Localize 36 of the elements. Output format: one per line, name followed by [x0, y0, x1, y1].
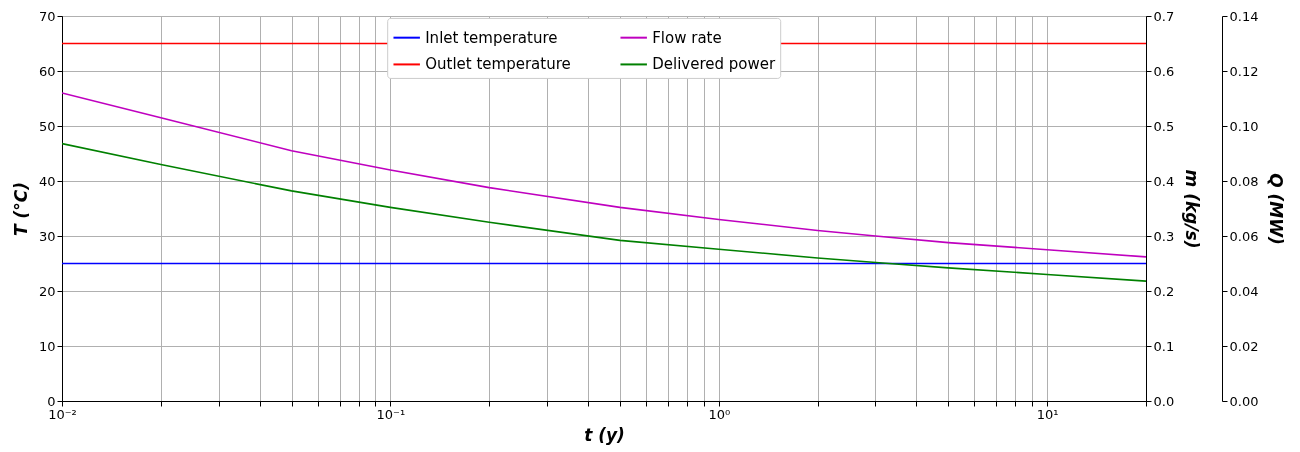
- y2-tick-label: 0.2: [1153, 283, 1175, 299]
- y-tick-label: 30: [38, 228, 56, 244]
- y-axis-title: T (°C): [10, 181, 31, 237]
- x-axis-title: t (y): [584, 424, 625, 445]
- y3-axis-title: Q (MW): [1266, 173, 1287, 245]
- y2-tick-label: 0.5: [1153, 118, 1175, 134]
- y3-tick-label: 0.04: [1229, 283, 1259, 299]
- y2-tick-label: 0.7: [1153, 8, 1175, 24]
- x-tick-label: 10⁻¹: [376, 406, 406, 422]
- y-tick-label: 40: [38, 173, 56, 189]
- y3-tick-label: 0.06: [1229, 228, 1259, 244]
- legend-label: Delivered power: [652, 55, 776, 74]
- y-tick-label: 0: [47, 393, 56, 409]
- y-tick-label: 50: [38, 118, 56, 134]
- y3-tick-label: 0.02: [1229, 338, 1259, 354]
- y3-tick-label: 0.08: [1229, 173, 1259, 189]
- y3-tick-label: 0.10: [1229, 118, 1259, 134]
- legend-label: Flow rate: [652, 28, 722, 47]
- x-tick-label: 10¹: [1036, 406, 1059, 422]
- y-tick-label: 20: [38, 283, 56, 299]
- y2-tick-label: 0.0: [1153, 393, 1175, 409]
- legend-label: Outlet temperature: [425, 55, 571, 74]
- x-tick-label: 10⁻²: [48, 406, 77, 422]
- y3-tick-label: 0.14: [1229, 8, 1259, 24]
- y2-tick-label: 0.1: [1153, 338, 1175, 354]
- y3-tick-label: 0.12: [1229, 63, 1259, 79]
- y3-tick-label: 0.00: [1229, 393, 1259, 409]
- y2-axis-title: m (kg/s): [1182, 169, 1203, 249]
- y2-tick-label: 0.6: [1153, 63, 1175, 79]
- legend-label: Inlet temperature: [425, 28, 558, 47]
- y2-tick-label: 0.4: [1153, 173, 1175, 189]
- y-tick-label: 70: [38, 8, 56, 24]
- x-tick-label: 10⁰: [708, 406, 731, 422]
- y-tick-label: 10: [38, 338, 56, 354]
- y2-tick-label: 0.3: [1153, 228, 1175, 244]
- y-tick-label: 60: [38, 63, 56, 79]
